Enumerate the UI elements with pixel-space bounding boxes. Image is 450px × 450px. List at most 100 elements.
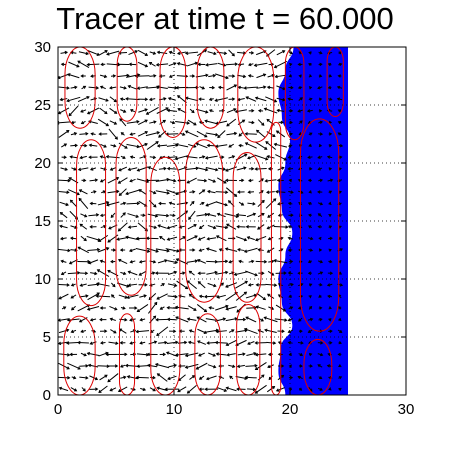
velocity-arrowhead xyxy=(162,119,167,123)
velocity-arrow xyxy=(275,74,287,78)
velocity-arrowhead xyxy=(78,319,83,323)
velocity-arrowhead xyxy=(329,178,334,182)
velocity-arrow xyxy=(60,51,68,54)
velocity-arrowhead xyxy=(76,64,80,68)
velocity-arrow xyxy=(167,295,178,298)
velocity-arrow xyxy=(97,247,109,253)
velocity-arrow xyxy=(127,294,139,299)
velocity-arrowhead xyxy=(197,271,201,276)
velocity-arrow xyxy=(119,118,127,127)
velocity-arrowhead xyxy=(129,318,133,322)
velocity-arrowhead xyxy=(212,353,217,357)
velocity-arrow xyxy=(228,49,235,57)
velocity-arrowhead xyxy=(173,363,178,368)
velocity-arrowhead xyxy=(186,180,190,184)
velocity-arrowhead xyxy=(319,306,323,310)
velocity-arrow xyxy=(245,294,257,299)
velocity-arrowhead xyxy=(242,119,246,123)
velocity-arrowhead xyxy=(153,204,157,208)
velocity-arrowhead xyxy=(217,134,221,139)
velocity-arrowhead xyxy=(198,294,203,299)
velocity-arrow xyxy=(236,236,247,241)
velocity-arrow xyxy=(207,282,216,287)
velocity-arrow xyxy=(67,318,80,321)
velocity-arrowhead xyxy=(236,224,240,229)
velocity-arrowhead xyxy=(235,213,240,217)
velocity-arrow xyxy=(107,373,119,383)
velocity-arrow xyxy=(267,155,275,159)
velocity-arrow xyxy=(157,387,168,392)
velocity-arrow xyxy=(135,75,150,77)
velocity-arrow xyxy=(248,191,255,193)
velocity-arrowhead xyxy=(124,318,128,322)
velocity-arrow xyxy=(207,213,217,217)
velocity-arrow xyxy=(106,156,120,159)
velocity-arrow xyxy=(119,328,127,334)
velocity-arrow xyxy=(148,302,158,314)
velocity-arrow xyxy=(89,179,98,182)
velocity-arrowhead xyxy=(174,294,178,299)
velocity-arrowhead xyxy=(96,269,101,273)
velocity-arrow xyxy=(276,97,285,101)
velocity-arrowhead xyxy=(319,352,324,357)
velocity-arrowhead xyxy=(70,295,74,299)
velocity-arrowhead xyxy=(254,167,258,171)
velocity-arrowhead xyxy=(243,86,247,90)
velocity-arrowhead xyxy=(103,74,108,79)
velocity-arrowhead xyxy=(329,341,333,345)
velocity-arrowhead xyxy=(224,203,228,207)
velocity-arrow xyxy=(187,305,197,311)
velocity-arrowhead xyxy=(338,364,342,368)
velocity-arrow xyxy=(97,365,110,367)
velocity-arrow xyxy=(99,107,108,114)
velocity-arrowhead xyxy=(80,109,84,113)
velocity-arrowhead xyxy=(68,113,72,117)
velocity-arrow xyxy=(197,328,207,334)
velocity-arrowhead xyxy=(172,213,176,218)
velocity-arrowhead xyxy=(123,271,127,276)
velocity-arrowhead xyxy=(63,306,67,310)
velocity-arrowhead xyxy=(67,375,71,380)
velocity-arrowhead xyxy=(147,363,151,368)
velocity-arrow xyxy=(235,376,247,380)
velocity-arrowhead xyxy=(337,120,342,125)
velocity-arrow xyxy=(237,97,245,101)
velocity-arrow xyxy=(228,364,235,368)
velocity-arrow xyxy=(67,272,80,275)
velocity-arrowhead xyxy=(337,132,341,136)
velocity-arrow xyxy=(236,214,246,217)
velocity-arrowhead xyxy=(77,340,81,345)
velocity-arrowhead xyxy=(155,249,159,253)
velocity-arrow xyxy=(138,143,148,148)
velocity-arrowhead xyxy=(104,329,108,333)
velocity-arrowhead xyxy=(297,62,301,67)
velocity-arrowhead xyxy=(225,270,229,275)
velocity-arrow xyxy=(206,375,217,380)
velocity-arrow xyxy=(80,235,87,241)
velocity-arrowhead xyxy=(120,132,124,136)
velocity-arrow xyxy=(236,167,246,171)
velocity-arrowhead xyxy=(124,363,129,368)
velocity-arrowhead xyxy=(136,201,141,206)
velocity-arrowhead xyxy=(77,60,81,64)
velocity-arrowhead xyxy=(253,351,257,356)
velocity-arrow xyxy=(258,329,264,333)
velocity-arrowhead xyxy=(58,296,62,300)
velocity-arrow xyxy=(168,62,176,67)
velocity-arrowhead xyxy=(167,96,172,101)
velocity-arrow xyxy=(256,86,266,89)
velocity-arrowhead xyxy=(280,374,285,378)
velocity-arrowhead xyxy=(300,190,304,194)
velocity-arrowhead xyxy=(273,283,278,287)
velocity-arrowhead xyxy=(191,200,195,205)
velocity-arrowhead xyxy=(320,341,324,345)
velocity-arrow xyxy=(168,364,177,368)
velocity-arrow xyxy=(156,326,169,336)
velocity-arrowhead xyxy=(85,51,90,56)
velocity-arrow xyxy=(128,85,138,90)
velocity-arrowhead xyxy=(283,157,287,161)
velocity-arrow xyxy=(217,167,226,170)
velocity-arrowhead xyxy=(196,316,200,320)
velocity-arrow xyxy=(126,143,140,148)
y-tick-label: 30 xyxy=(34,39,51,56)
